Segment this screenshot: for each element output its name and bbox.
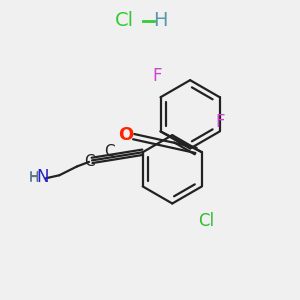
Text: F: F xyxy=(215,113,225,131)
Text: C: C xyxy=(105,144,115,159)
Text: Cl: Cl xyxy=(198,212,214,230)
Text: H: H xyxy=(153,11,168,30)
Text: N: N xyxy=(37,168,49,186)
Text: F: F xyxy=(153,67,162,85)
Text: H: H xyxy=(28,170,39,184)
Text: H: H xyxy=(28,171,39,185)
Text: O: O xyxy=(118,126,134,144)
Text: Cl: Cl xyxy=(115,11,134,30)
Text: C: C xyxy=(84,154,94,169)
